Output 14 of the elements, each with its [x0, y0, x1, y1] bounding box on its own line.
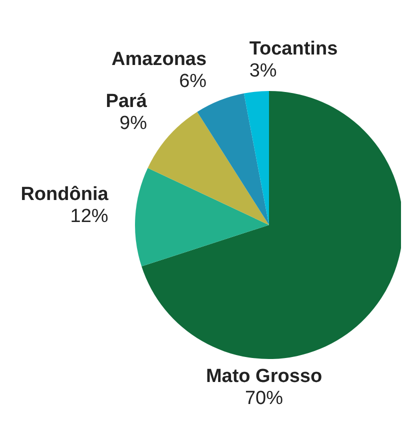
pie-slice — [148, 112, 269, 225]
data-label: 3% — [249, 60, 277, 82]
pie-slice — [244, 91, 269, 225]
slice-label: Mato Grosso — [206, 366, 322, 387]
slice-label: Rondônia — [20, 184, 109, 206]
slice-label: Amazonas — [112, 48, 207, 70]
slice-label: Tocantins — [249, 38, 338, 60]
data-label: 6% — [179, 70, 207, 92]
data-label: 9% — [120, 112, 148, 134]
data-label: 70% — [244, 388, 284, 409]
slice-label: Pará — [106, 90, 148, 112]
data-label: 12% — [70, 206, 108, 228]
pie-slice — [135, 168, 269, 266]
pie-slice — [197, 93, 269, 225]
